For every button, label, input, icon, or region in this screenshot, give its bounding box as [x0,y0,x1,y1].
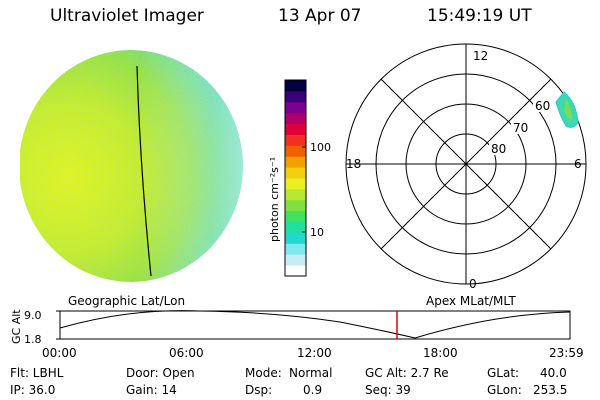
colorbar: 100 10 photon cm⁻²s⁻¹ [268,79,331,277]
lat-label-70: 70 [513,121,528,135]
page-title: Ultraviolet Imager [50,6,204,26]
mlt-label-12: 12 [473,49,488,63]
status-glat-value: 40.0 [540,366,567,380]
colorbar-cell [285,156,306,168]
altitude-ytick-9: 9.0 [24,309,42,322]
status-ip: IP: 36.0 [10,383,56,397]
colorbar-tick-10: 10 [310,226,324,239]
status-mode-label: Mode: [245,366,282,380]
mlt-label-18: 18 [346,157,361,171]
altitude-xtick-1800: 18:00 [423,346,458,360]
lat-label-60: 60 [535,99,550,113]
colorbar-cell [285,80,306,92]
status-seq: Seq: 39 [365,383,411,397]
status-gc-alt: GC Alt: 2.7 Re [365,366,449,380]
mlt-label-6: 6 [574,157,582,171]
altitude-xtick-0000: 00:00 [42,346,77,360]
altitude-ytick-1-8: 1.8 [24,333,42,346]
colorbar-cell [285,243,306,255]
lat-label-80: 80 [491,142,506,156]
status-door: Door: Open [126,366,195,380]
status-filter: Flt: LBHL [10,366,64,380]
colorbar-cell [285,134,306,146]
colorbar-tick-100: 100 [310,141,331,154]
colorbar-cell [285,90,306,103]
colorbar-cell [285,145,306,157]
colorbar-cell [285,188,306,201]
status-gain: Gain: 14 [126,383,177,397]
colorbar-cell [285,221,306,233]
colorbar-cell [285,265,306,277]
mlt-label-0: 0 [469,277,477,291]
header-time: 15:49:19 UT [427,6,532,26]
status-glat-label: GLat: [487,366,520,380]
altitude-xtick-0600: 06:00 [169,346,204,360]
colorbar-cell [285,199,306,212]
altitude-plot: GC Alt 9.0 1.8 [10,309,571,346]
colorbar-cell [285,232,306,244]
colorbar-cell [285,254,306,266]
colorbar-unit-label: photon cm⁻²s⁻¹ [268,157,281,242]
colorbar-cell [285,101,306,114]
colorbar-cell [285,178,306,190]
status-glon-value: 253.5 [533,383,568,397]
colorbar-cell [285,112,306,125]
colorbar-cell [285,210,306,223]
header-date: 13 Apr 07 [278,6,362,26]
colorbar-cell [285,167,306,179]
polar-grid: 12 18 6 0 60 70 80 [345,43,587,291]
uv-disk-image [20,50,243,282]
status-dsp-value: 0.9 [303,383,323,397]
altitude-ylabel: GC Alt [10,309,23,344]
status-mode-value: Normal [289,366,333,380]
polar-caption: Apex MLat/MLT [426,294,516,308]
altitude-xtick-2359: 23:59 [549,346,584,360]
altitude-xtick-1200: 12:00 [297,346,332,360]
colorbar-cell [285,123,306,135]
status-glon-label: GLon: [487,383,522,397]
status-dsp-label: Dsp: [245,383,273,397]
disk-caption: Geographic Lat/Lon [68,294,186,308]
altitude-curve [59,310,571,339]
